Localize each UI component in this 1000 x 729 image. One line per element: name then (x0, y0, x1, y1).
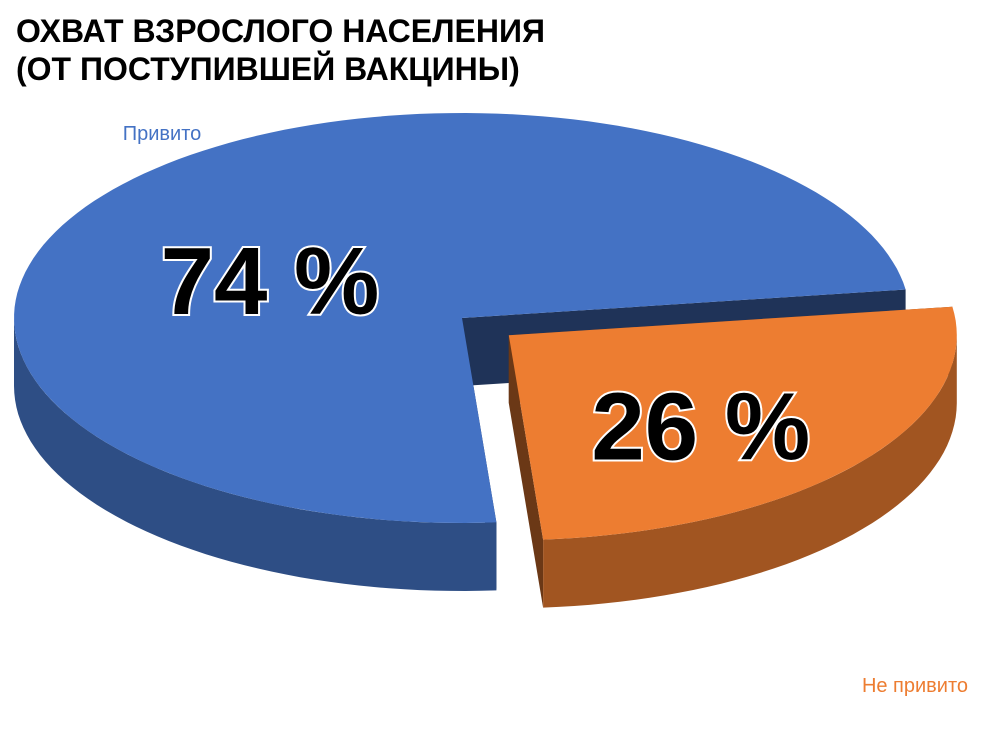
chart-title: (ОТ ПОСТУПИВШЕЙ ВАКЦИНЫ) (16, 51, 520, 87)
slice-side (14, 318, 497, 591)
slice (508, 306, 957, 540)
chart-title: ОХВАТ ВЗРОСЛОГО НАСЕЛЕНИЯ (16, 13, 545, 49)
slice-wall (508, 335, 544, 608)
category-label: Не привито (862, 675, 968, 697)
slice-side (543, 335, 957, 608)
data-label: 26 % (591, 373, 810, 480)
data-label: 74 % (161, 228, 380, 335)
slice (14, 113, 906, 523)
category-label: Привито (123, 123, 202, 145)
